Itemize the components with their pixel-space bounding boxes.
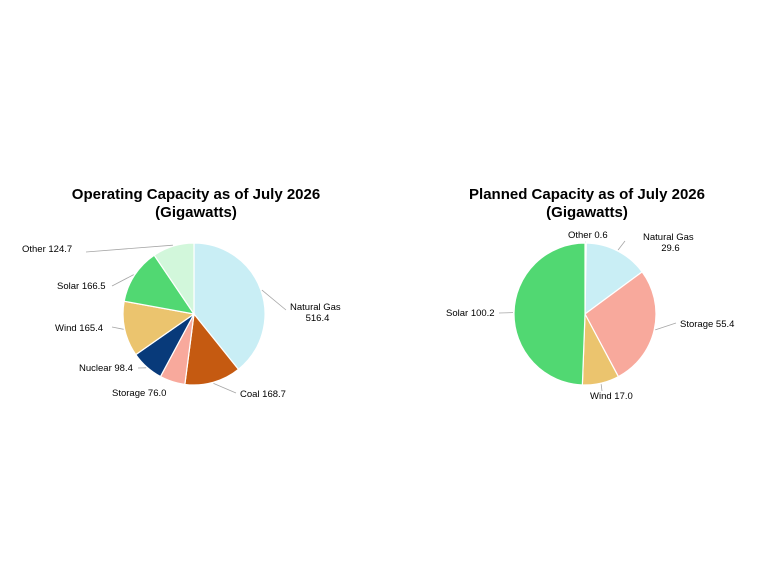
leader-line-coal — [213, 382, 237, 394]
slice-label-other: Other 0.6 — [568, 230, 608, 241]
pie-slice-solar — [123, 254, 196, 315]
chart-title-line-2: (Gigawatts) — [155, 204, 237, 221]
pie-slice-coal — [184, 312, 240, 386]
leader-line-wind — [111, 326, 124, 330]
leader-line-other — [85, 244, 173, 253]
leader-line-solar — [111, 274, 134, 287]
slice-label-other: Other 124.7 — [22, 244, 72, 255]
pie-slice-solar — [513, 242, 586, 386]
pie-slices — [513, 242, 657, 386]
slice-label-wind: Wind 17.0 — [590, 391, 633, 402]
slice-label-line: Nuclear 98.4 — [79, 363, 133, 374]
slice-label-line: Storage 55.4 — [680, 319, 734, 330]
slice-label-wind: Wind 165.4 — [55, 323, 103, 334]
pie-slices — [122, 242, 266, 386]
pie-slice-natural-gas — [584, 242, 643, 316]
leader-lines — [498, 240, 677, 392]
leader-lines — [85, 244, 287, 394]
slice-label-line: Wind 17.0 — [590, 391, 633, 402]
slice-label-natural-gas: Natural Gas 29.6 — [643, 232, 694, 254]
slice-label-line: Natural Gas — [643, 232, 694, 243]
leader-line-wind — [600, 384, 603, 392]
slice-label-line: Natural Gas — [290, 302, 341, 313]
leader-line-storage — [655, 322, 677, 331]
chart-title-line-1: Planned Capacity as of July 2026 — [469, 186, 705, 203]
slice-labels: Other 0.6 Natural Gas 29.6 Storage 55.4 Wind… — [446, 230, 734, 402]
slice-label-line: Other 124.7 — [22, 244, 72, 255]
pie-slice-other — [153, 242, 195, 316]
slice-label-line: Solar 166.5 — [57, 281, 106, 292]
slice-label-solar: Solar 100.2 — [446, 308, 495, 319]
leader-line-natural-gas — [617, 240, 626, 251]
slice-label-line: Coal 168.7 — [240, 389, 286, 400]
slice-label-line: Solar 100.2 — [446, 308, 495, 319]
planned-capacity-pie-chart: Planned Capacity as of July 2026 (Gigawa… — [446, 186, 734, 402]
leader-line-natural-gas — [261, 289, 287, 311]
slice-label-storage: Storage 55.4 — [680, 319, 734, 330]
pie-slice-natural-gas — [193, 242, 266, 371]
operating-capacity-pie-chart: Operating Capacity as of July 2026 (Giga… — [22, 186, 341, 400]
slice-label-line: 29.6 — [661, 243, 680, 254]
slice-labels: Natural Gas 516.4 Coal 168.7 Storage 76.0 Nu… — [22, 244, 341, 400]
chart-title-line-1: Operating Capacity as of July 2026 — [72, 186, 320, 203]
pie-slice-storage — [584, 271, 657, 378]
chart-title-line-2: (Gigawatts) — [546, 204, 628, 221]
slice-label-line: 516.4 — [306, 313, 330, 324]
slice-label-line: Wind 165.4 — [55, 323, 103, 334]
slice-label-solar: Solar 166.5 — [57, 281, 106, 292]
slice-label-line: Other 0.6 — [568, 230, 608, 241]
slice-label-nuclear: Nuclear 98.4 — [79, 363, 133, 374]
slice-label-natural-gas: Natural Gas 516.4 — [290, 302, 341, 324]
slice-label-line: Storage 76.0 — [112, 388, 166, 399]
slice-label-coal: Coal 168.7 — [240, 389, 286, 400]
slice-label-storage: Storage 76.0 — [112, 388, 166, 399]
